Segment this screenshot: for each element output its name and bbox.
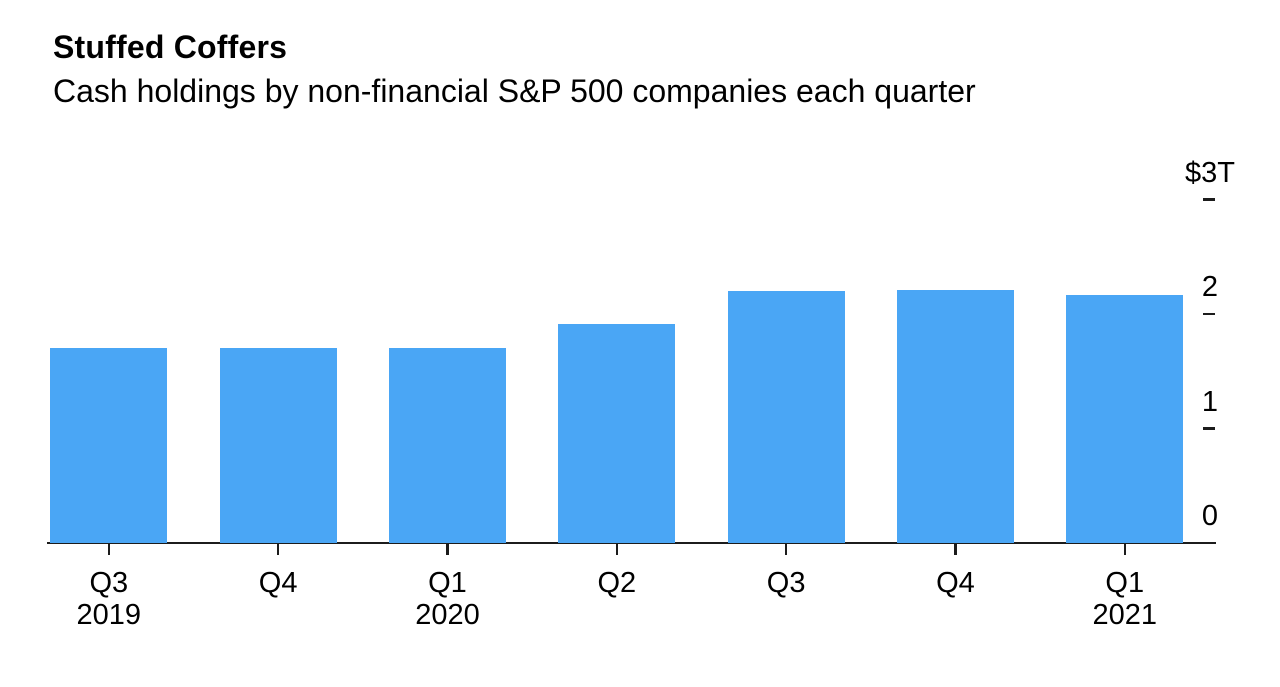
- x-label-year: 2021: [1092, 599, 1158, 631]
- x-label-quarter: Q1: [428, 567, 467, 599]
- x-label-quarter: Q2: [597, 567, 637, 599]
- y-axis-label: 2: [1201, 271, 1219, 303]
- x-tick: [615, 543, 619, 555]
- y-axis-label: 1: [1201, 385, 1219, 418]
- y-tick-dash: [1203, 427, 1215, 430]
- y-axis-label: 0: [1201, 500, 1219, 532]
- x-tick: [446, 543, 449, 555]
- bar-4-q2: [558, 324, 676, 543]
- y-tick-dash: [1203, 312, 1215, 316]
- chart-title: Stuffed Coffers: [53, 29, 288, 65]
- x-label-year: 2020: [415, 599, 480, 631]
- chart-subtitle: Cash holdings by non-financial S&P 500 c…: [53, 73, 976, 109]
- x-label-quarter: Q4: [258, 567, 298, 599]
- x-tick: [784, 543, 788, 555]
- bar-7-q1: [1066, 294, 1184, 543]
- y-tick-dash: [1203, 198, 1215, 201]
- bar-3-q1: [388, 348, 506, 543]
- x-tick: [107, 543, 111, 555]
- bar-2-q4: [219, 348, 337, 543]
- y-axis-label: $3T: [1185, 156, 1235, 189]
- x-tick: [276, 543, 280, 555]
- x-label-quarter: Q3: [89, 567, 129, 599]
- x-label-quarter: Q1: [1105, 567, 1145, 599]
- x-label-quarter: Q4: [936, 567, 975, 599]
- x-label-quarter: Q3: [766, 567, 806, 599]
- x-tick: [1123, 543, 1127, 555]
- x-tick: [954, 543, 957, 555]
- x-label-year: 2019: [76, 599, 142, 631]
- bar-6-q4: [896, 289, 1014, 543]
- bar-1-q3: [50, 348, 168, 543]
- bar-5-q3: [727, 291, 845, 543]
